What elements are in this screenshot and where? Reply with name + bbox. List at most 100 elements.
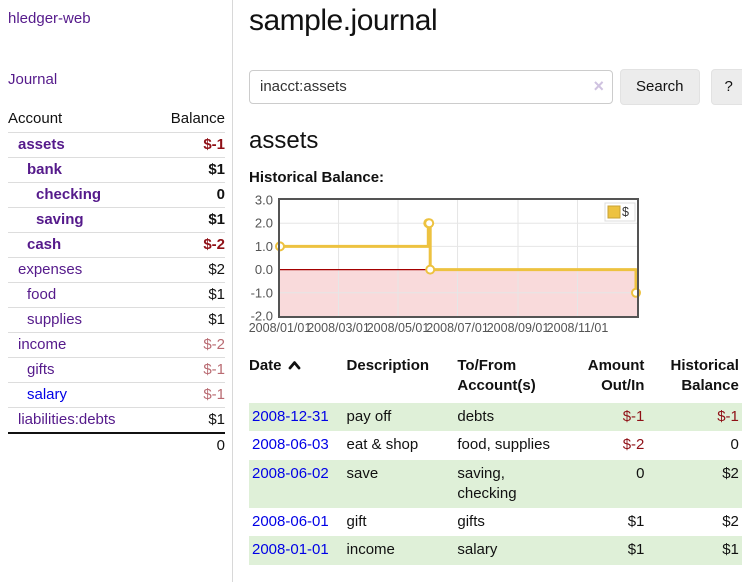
account-balance: $1: [152, 282, 225, 308]
accounts-total-value: 0: [152, 432, 225, 458]
historical-balance-chart: 3.0 2.0 1.0 0.0 -1.0 -2.02008/01/012008/03/01…: [249, 192, 641, 335]
search-help-button[interactable]: ?: [710, 68, 742, 105]
account-name-cell: gifts: [8, 357, 153, 383]
account-link[interactable]: food: [27, 286, 57, 303]
svg-text:2008/05/01: 2008/05/01: [367, 321, 430, 335]
register-balance-cell: $-1: [717, 408, 739, 425]
accounts-body: assets $-1 bank $1 checking 0 saving $1 cash $-2 e…: [8, 132, 225, 433]
search-bar: × Search ?: [249, 68, 742, 105]
accounts-total-row: 0: [8, 432, 225, 458]
register-amount-cell: $-1: [622, 408, 645, 425]
account-link[interactable]: saving: [36, 211, 84, 228]
register-balance-cell: 0: [730, 436, 739, 454]
account-link[interactable]: assets: [18, 136, 65, 153]
register-row: 2008-06-02 save saving, checking 0 $2: [249, 459, 742, 509]
register-header-amount: Amount Out/In: [587, 356, 645, 394]
register-row: 2008-12-31 pay off debts $-1 $-1: [249, 403, 742, 432]
clear-search-icon[interactable]: ×: [593, 75, 604, 96]
account-link[interactable]: salary: [27, 386, 68, 403]
register-header-date[interactable]: Date: [249, 354, 347, 404]
account-link[interactable]: checking: [36, 186, 102, 203]
account-name-cell: bank: [8, 157, 153, 183]
account-name-cell: liabilities:debts: [8, 407, 153, 433]
register-row: 2008-01-01 income salary $1 $1: [249, 536, 742, 565]
account-row: salary $-1: [8, 382, 225, 408]
account-link[interactable]: liabilities:debts: [18, 411, 116, 428]
register-date-cell: 2008-06-03: [249, 431, 347, 459]
account-row: saving $1: [8, 207, 225, 233]
accounts-total-spacer: [8, 432, 153, 458]
svg-text:-2.0: -2.0: [251, 308, 273, 323]
register-accounts-cell: food, supplies: [457, 436, 550, 454]
register-accounts-cell: gifts: [457, 513, 485, 530]
accounts-table: Account Balance assets $-1 bank $1 checking 0…: [8, 107, 225, 458]
chart-container: 3.0 2.0 1.0 0.0 -1.0 -2.0 2008/01/01 2008/03/01…: [246, 192, 742, 341]
account-balance: $-1: [152, 132, 225, 158]
svg-text:-1.0: -1.0: [251, 285, 273, 300]
account-balance: $1: [152, 207, 225, 233]
sidebar: hledger-web Journal Account Balance asse…: [0, 0, 233, 582]
account-link[interactable]: expenses: [18, 261, 83, 278]
svg-text:2008/01/01: 2008/01/01: [249, 321, 312, 335]
app-title-link[interactable]: hledger-web: [8, 10, 91, 27]
register-row: 2008-06-03 eat & shop food, supplies $-2 0: [249, 431, 742, 459]
register-description-cell: eat & shop: [346, 436, 419, 454]
transaction-date-link[interactable]: 2008-01-01: [252, 541, 329, 559]
account-row: supplies $1: [8, 307, 225, 333]
register-description-cell: gift: [346, 513, 367, 530]
search-button[interactable]: Search: [620, 68, 700, 105]
account-balance: $-2: [152, 332, 225, 358]
account-name-cell: saving: [8, 207, 153, 233]
register-accounts-cell: saving, checking: [457, 464, 517, 502]
register-description-cell: save: [346, 464, 379, 482]
register-date-cell: 2008-06-01: [249, 508, 347, 536]
search-input[interactable]: [249, 69, 613, 104]
page-title: sample.journal: [249, 4, 438, 37]
register-row: 2008-06-01 gift gifts $1 $2: [249, 508, 742, 536]
accounts-header-balance: Balance: [170, 110, 225, 127]
register-amount-cell: $-2: [622, 436, 645, 454]
register-description-cell: income: [346, 541, 395, 559]
register-date-cell: 2008-06-02: [249, 460, 347, 509]
transaction-date-link[interactable]: 2008-12-31: [252, 408, 329, 425]
account-name-cell: checking: [8, 182, 153, 208]
account-link[interactable]: cash: [27, 236, 62, 253]
account-name-cell: cash: [8, 232, 153, 258]
transaction-date-link[interactable]: 2008-06-01: [252, 513, 329, 530]
register-table: Date Description To/From Account(s) Amou…: [249, 354, 742, 565]
account-name-cell: supplies: [8, 307, 153, 333]
account-name-cell: expenses: [8, 257, 153, 283]
account-row: bank $1: [8, 157, 225, 183]
transaction-date-link[interactable]: 2008-06-02: [252, 464, 329, 482]
account-link[interactable]: supplies: [27, 311, 83, 328]
register-amount-cell: $1: [627, 541, 645, 559]
register-body: 2008-12-31 pay off debts $-1 $-1 2008-06-03 ea…: [249, 403, 742, 565]
svg-text:$: $: [622, 205, 629, 219]
register-balance-cell: $1: [722, 541, 739, 559]
register-header-account: To/From Account(s): [457, 356, 536, 394]
main-content: sample.journal × Search ? assets Histori…: [233, 0, 742, 582]
account-row: cash $-2: [8, 232, 225, 258]
account-page-title: assets: [249, 126, 319, 154]
register-amount-cell: 0: [636, 464, 645, 482]
account-link[interactable]: bank: [27, 161, 63, 178]
account-name-cell: assets: [8, 132, 153, 158]
account-link[interactable]: income: [18, 336, 67, 353]
account-name-cell: salary: [8, 382, 153, 408]
register-amount-cell: $1: [627, 513, 645, 530]
sidebar-item-journal[interactable]: Journal: [8, 71, 58, 88]
svg-text:1.0: 1.0: [255, 238, 273, 253]
svg-text:0.0: 0.0: [255, 262, 273, 277]
register-balance-cell: $2: [722, 464, 739, 482]
transaction-date-link[interactable]: 2008-06-03: [252, 436, 329, 454]
sort-ascending-icon: [288, 360, 300, 369]
account-balance: $-1: [152, 382, 225, 408]
account-balance: $-2: [152, 232, 225, 258]
account-row: gifts $-1: [8, 357, 225, 383]
account-link[interactable]: gifts: [27, 361, 55, 378]
accounts-header-account: Account: [8, 110, 63, 127]
svg-text:2008/03/01: 2008/03/01: [307, 321, 370, 335]
register-accounts-cell: salary: [457, 541, 498, 559]
account-row: food $1: [8, 282, 225, 308]
account-name-cell: food: [8, 282, 153, 308]
